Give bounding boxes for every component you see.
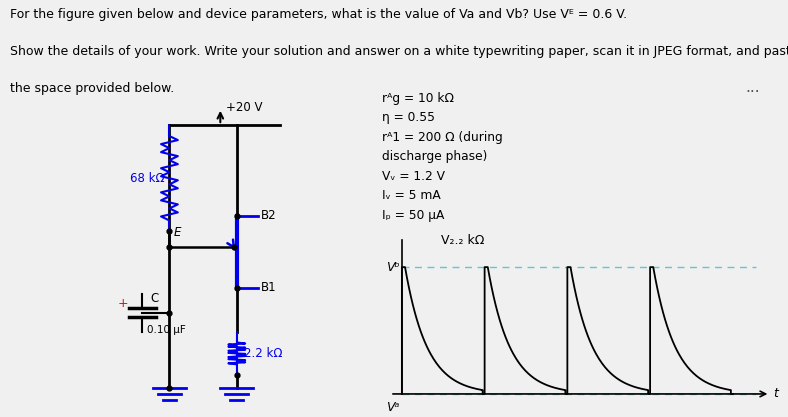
- Text: C: C: [150, 292, 158, 305]
- Text: Show the details of your work. Write your solution and answer on a white typewri: Show the details of your work. Write you…: [10, 45, 788, 58]
- Text: t: t: [773, 387, 778, 400]
- Text: rᴬg = 10 kΩ
η = 0.55
rᴬ1 = 200 Ω (during
discharge phase)
Vᵥ = 1.2 V
Iᵥ = 5 mA
I: rᴬg = 10 kΩ η = 0.55 rᴬ1 = 200 Ω (during…: [382, 92, 503, 222]
- Text: the space provided below.: the space provided below.: [10, 82, 174, 95]
- Text: E: E: [174, 226, 181, 239]
- Text: +: +: [117, 297, 128, 310]
- Text: For the figure given below and device parameters, what is the value of Va and Vb: For the figure given below and device pa…: [10, 8, 627, 21]
- Text: 68 kΩ: 68 kΩ: [131, 172, 165, 185]
- Text: V₂.₂ kΩ: V₂.₂ kΩ: [441, 234, 485, 246]
- Text: Vᵇ: Vᵇ: [386, 261, 400, 274]
- Text: ...: ...: [745, 80, 760, 95]
- Text: 2.2 kΩ: 2.2 kΩ: [244, 347, 283, 360]
- Text: 0.10 μF: 0.10 μF: [147, 325, 186, 335]
- Text: B1: B1: [261, 281, 277, 294]
- Text: B2: B2: [261, 209, 277, 222]
- Text: Vᵃ: Vᵃ: [386, 401, 400, 414]
- Text: +20 V: +20 V: [226, 101, 263, 114]
